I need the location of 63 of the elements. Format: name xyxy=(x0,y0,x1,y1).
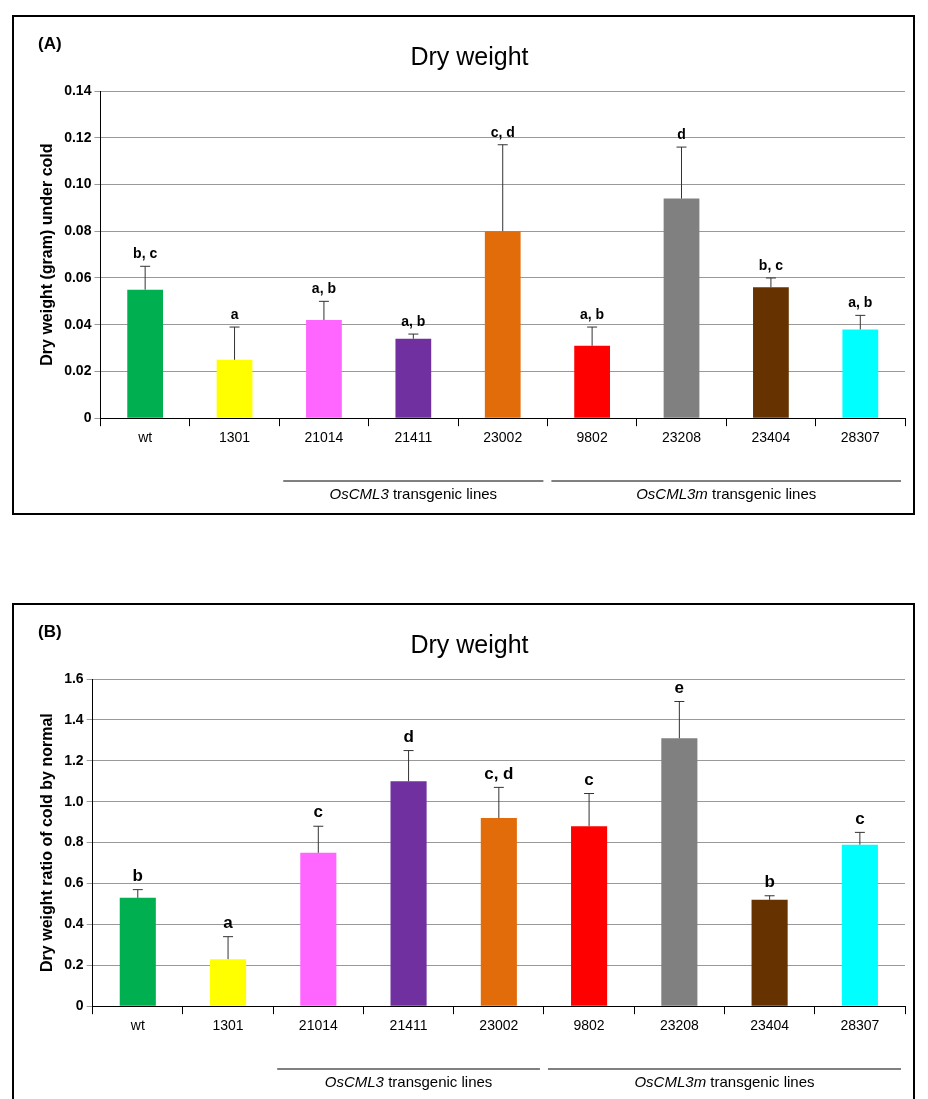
x-tick-label: 23404 xyxy=(751,429,791,446)
y-tick-label: 0 xyxy=(75,997,84,1014)
annotation: b, c xyxy=(133,245,158,262)
annotation: a, b xyxy=(848,294,873,311)
y-axis-title: Dry weight (gram) under cold xyxy=(38,143,56,366)
x-tick-label: wt xyxy=(137,429,153,446)
annotation: c xyxy=(855,808,865,828)
annotation: c xyxy=(584,769,594,789)
y-tick-label: 1.2 xyxy=(64,751,84,768)
annotation: c, d xyxy=(484,763,514,783)
text: OsCML3 transgenic lines xyxy=(329,485,498,503)
y-tick-label: 1.6 xyxy=(64,669,84,686)
y-tick-label: 0.2 xyxy=(64,956,84,973)
y-tick-label: 0.02 xyxy=(64,362,92,379)
annotation: d xyxy=(677,125,686,142)
y-tick-label: 0 xyxy=(83,409,92,426)
x-tick-label: 1301 xyxy=(218,429,251,446)
x-tick-label: 23208 xyxy=(662,429,702,446)
annotation: c xyxy=(313,802,324,822)
annotation: a, b xyxy=(580,305,605,322)
annotation: b, c xyxy=(758,256,784,273)
chart-title: Dry weight xyxy=(410,629,529,658)
x-tick-label: 23404 xyxy=(750,1017,790,1034)
annotation: a xyxy=(230,305,239,322)
text: OsCML3m transgenic lines xyxy=(636,485,817,503)
y-tick-label: 1.4 xyxy=(64,710,84,727)
annotation: a, b xyxy=(311,280,336,297)
y-axis-title: Dry weight ratio of cold by normal xyxy=(38,713,56,972)
y-tick-label: 0.4 xyxy=(64,915,84,932)
x-tick-label: 9802 xyxy=(576,429,608,446)
chart-title: Dry weight xyxy=(410,41,529,70)
x-tick-label: 9802 xyxy=(573,1017,605,1034)
x-tick-label: 23208 xyxy=(659,1017,700,1034)
y-tick-label: 0.8 xyxy=(64,833,84,850)
x-tick-label: 21411 xyxy=(394,429,433,446)
annotation: d xyxy=(403,726,414,746)
text: (A) xyxy=(38,33,62,53)
y-tick-label: 0.10 xyxy=(64,175,92,192)
y-tick-label: 0.06 xyxy=(64,268,92,285)
y-tick-label: 0.04 xyxy=(64,315,92,332)
text: OsCML3m transgenic lines xyxy=(634,1073,815,1091)
x-tick-label: 1301 xyxy=(212,1017,244,1034)
annotation: a xyxy=(223,912,234,932)
x-tick-label: 23002 xyxy=(483,429,523,446)
annotation: b xyxy=(132,865,143,885)
x-tick-label: 21411 xyxy=(389,1017,428,1034)
y-tick-label: 0.12 xyxy=(64,128,92,145)
x-tick-label: 21014 xyxy=(304,429,344,446)
text: (B) xyxy=(38,621,62,641)
x-tick-label: wt xyxy=(129,1017,145,1034)
y-tick-label: 0.14 xyxy=(64,81,92,98)
y-tick-label: 0.08 xyxy=(64,222,92,239)
y-tick-label: 0.6 xyxy=(64,874,84,891)
text: OsCML3 transgenic lines xyxy=(324,1073,493,1091)
annotation: c, d xyxy=(490,123,515,140)
x-tick-label: 28307 xyxy=(840,1017,880,1034)
annotation: a, b xyxy=(401,312,426,329)
y-tick-label: 1.0 xyxy=(64,792,84,809)
annotation: b xyxy=(764,871,775,891)
x-tick-label: 21014 xyxy=(298,1017,338,1034)
x-tick-label: 23002 xyxy=(479,1017,519,1034)
annotation: e xyxy=(674,677,685,697)
x-tick-label: 28307 xyxy=(840,429,880,446)
